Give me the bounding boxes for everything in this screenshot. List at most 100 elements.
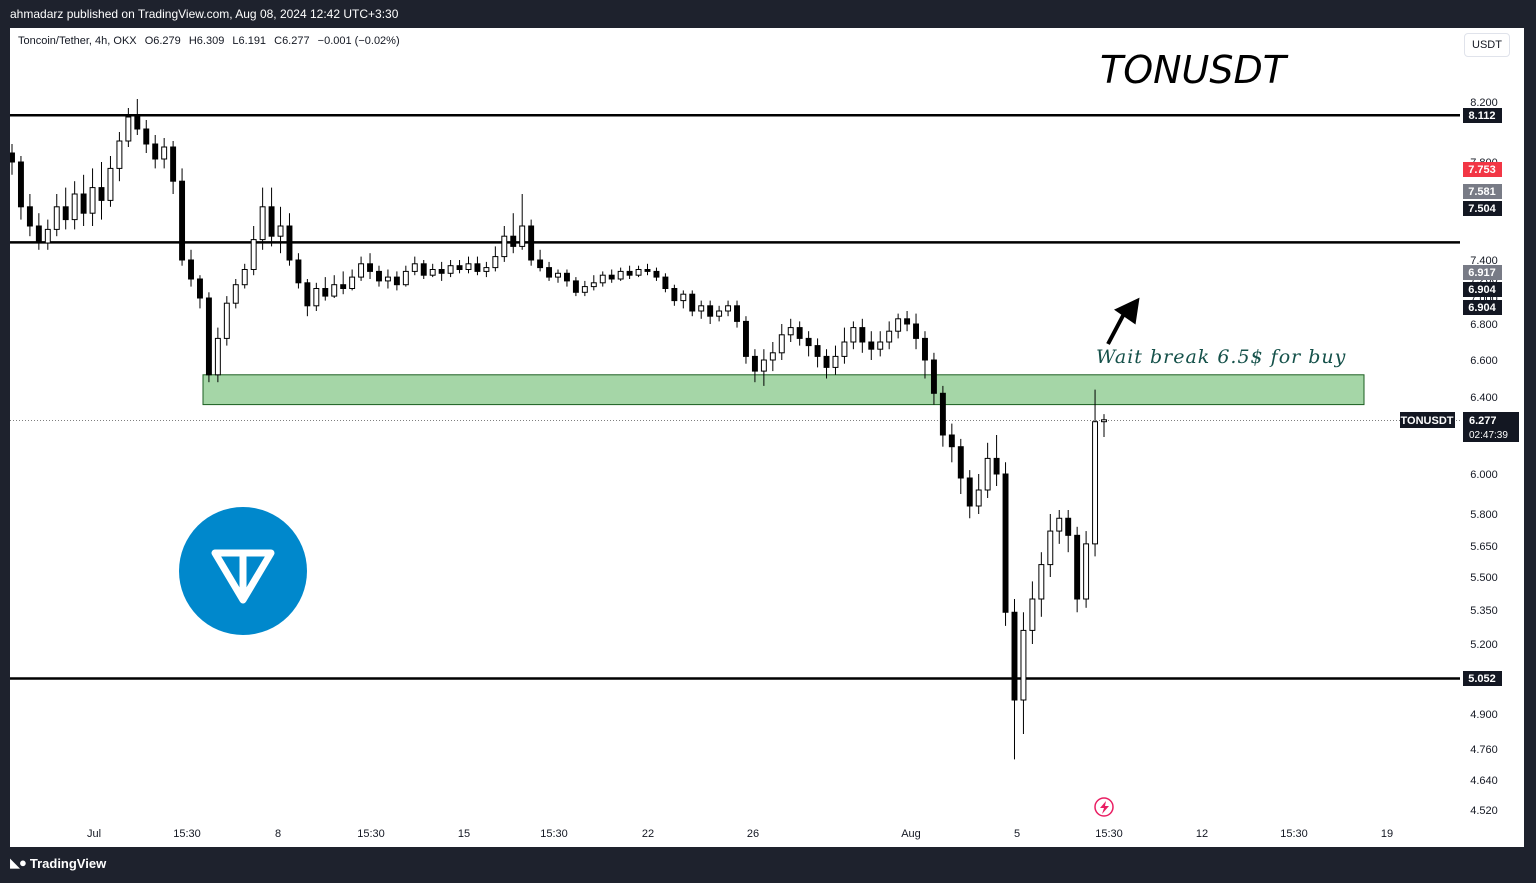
candle-101: [913, 313, 919, 350]
candle-body-37: [340, 284, 347, 290]
zone-rect[interactable]: [202, 374, 1365, 406]
candle-122: [1101, 414, 1107, 437]
candle-48: [438, 261, 445, 281]
buy-zone[interactable]: [202, 374, 1365, 406]
candle-47: [429, 263, 436, 278]
y-tick-14: 5.200: [1470, 639, 1498, 651]
candle-6: [62, 187, 69, 230]
candle-102: [922, 331, 928, 379]
time-axis[interactable]: Jul 15:30 8 15:30 15 15:30 22 26 Aug 5 15:30 12 15:3…: [87, 828, 1393, 840]
candle-body-96: [868, 341, 875, 350]
candle-92: [832, 345, 839, 375]
candle-body-107: [966, 477, 973, 507]
candle-116: [1047, 514, 1054, 577]
candle-56: [510, 213, 517, 254]
candle-20: [188, 249, 194, 287]
candle-body-7: [71, 193, 78, 221]
candle-64: [581, 280, 588, 297]
price-tag-4: [1463, 265, 1502, 280]
candle-73: [662, 273, 669, 293]
y-tick-2: 7.400: [1470, 255, 1498, 267]
candle-90: [814, 338, 821, 368]
candle-79: [716, 305, 723, 322]
candle-88: [796, 321, 803, 346]
candle-body-42: [384, 276, 391, 282]
price-tag-6: [1463, 300, 1502, 315]
candle-44: [402, 265, 409, 287]
candle-35: [322, 277, 329, 301]
candle-body-24: [223, 302, 230, 339]
candle-body-13: [125, 116, 132, 142]
candle-43: [393, 271, 400, 291]
x-tick-4: 15: [458, 828, 470, 840]
candle-25: [232, 279, 239, 309]
candle-body-57: [519, 225, 526, 247]
candle-body-49: [447, 265, 454, 274]
candle-body-95: [859, 327, 866, 343]
candle-body-4: [44, 228, 51, 244]
candle-11: [107, 156, 114, 207]
candle-45: [411, 256, 418, 276]
candle-39: [358, 256, 365, 281]
candle-body-116: [1047, 530, 1054, 566]
candle-body-81: [734, 305, 740, 322]
candle-31: [286, 213, 293, 266]
candle-72: [653, 267, 660, 281]
candle-110: [993, 435, 1000, 486]
candle-body-92: [832, 355, 839, 368]
y-tick-17: 4.640: [1470, 775, 1498, 787]
x-tick-9: 5: [1014, 828, 1020, 840]
current-symbol-tag: [1400, 412, 1455, 428]
candle-55: [501, 226, 508, 262]
candle-89: [805, 331, 812, 357]
candle-body-9: [89, 187, 96, 214]
price-tag-0: [1463, 108, 1502, 123]
footer: ◣● TradingView: [0, 847, 1536, 883]
candle-105: [948, 423, 955, 463]
price-tag-5: [1463, 282, 1502, 297]
candle-body-75: [680, 293, 687, 302]
lightning-icon[interactable]: [1094, 797, 1114, 817]
candle-body-114: [1029, 598, 1036, 631]
candle-body-0: [10, 152, 15, 163]
candle-body-27: [250, 239, 257, 271]
currency-button[interactable]: USDT: [1464, 33, 1510, 57]
x-tick-11: 12: [1196, 828, 1208, 840]
legend-low: L6.191: [232, 35, 267, 47]
price-tag-3: [1463, 201, 1502, 216]
candle-body-47: [429, 269, 436, 276]
candle-98: [886, 321, 893, 350]
legend-change: −0.001 (−0.02%): [317, 35, 400, 47]
candle-body-60: [546, 267, 553, 278]
current-price-label: 6.277: [1469, 415, 1497, 427]
y-tick-7: 6.400: [1470, 392, 1498, 404]
price-tag-label-3: 7.504: [1468, 203, 1496, 215]
candle-37: [340, 271, 347, 295]
price-tag-1: [1463, 162, 1502, 177]
candle-body-12: [116, 140, 123, 169]
candle-61: [555, 269, 561, 283]
candle-body-85: [769, 352, 776, 361]
candle-3: [35, 213, 42, 250]
price-tag-label-6: 6.904: [1468, 302, 1496, 314]
brand[interactable]: ◣● TradingView: [10, 855, 106, 871]
candle-body-35: [322, 288, 329, 297]
candle-30: [277, 206, 284, 254]
y-tick-11: 5.650: [1470, 541, 1498, 553]
lightning-bolt: [1100, 801, 1109, 814]
candle-body-119: [1074, 534, 1081, 600]
x-tick-10: 15:30: [1095, 828, 1123, 840]
y-tick-13: 5.350: [1470, 605, 1498, 617]
countdown-label: 02:47:39: [1469, 430, 1508, 441]
y-tick-9: 6.000: [1470, 469, 1498, 481]
candle-body-46: [420, 263, 427, 276]
chart-panel[interactable]: 8.2007.8007.4007.2007.0006.8006.6006.400…: [10, 28, 1524, 847]
candle-15: [143, 120, 150, 153]
candle-body-93: [841, 341, 848, 357]
candle-body-50: [456, 265, 463, 270]
candle-body-69: [626, 270, 633, 276]
candle-body-82: [743, 320, 749, 357]
legend-open: O6.279: [144, 35, 181, 47]
candlestick-chart[interactable]: 8.2007.8007.4007.2007.0006.8006.6006.400…: [10, 28, 1524, 847]
candle-40: [367, 253, 373, 279]
